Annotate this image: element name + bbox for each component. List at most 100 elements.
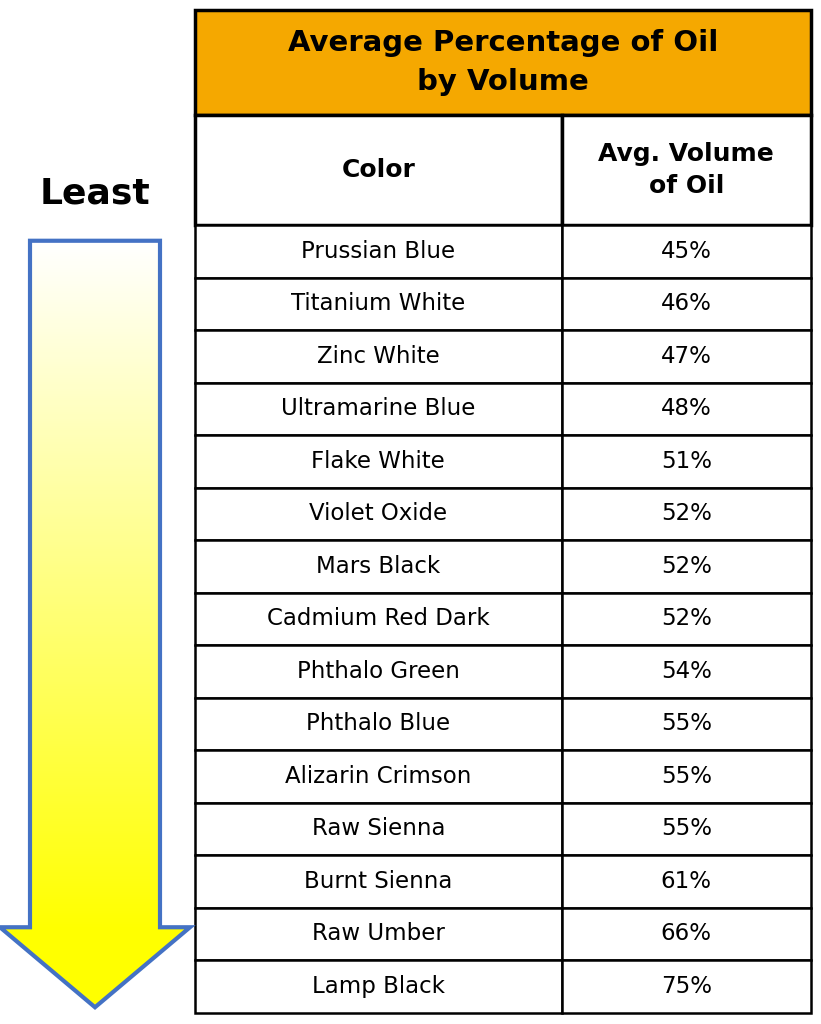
Bar (30, 437, 160, 440)
Bar (93, 1005, 98, 1006)
Text: Titanium White: Titanium White (291, 292, 466, 315)
Bar (195, 115, 562, 225)
Bar (54, 972, 136, 973)
Bar (30, 254, 160, 257)
Bar (30, 627, 160, 630)
Bar (30, 417, 160, 419)
Bar (40, 961, 150, 962)
Bar (71, 987, 118, 988)
Bar (195, 330, 562, 383)
Bar (30, 528, 160, 531)
Bar (62, 979, 128, 980)
Bar (91, 1004, 99, 1005)
Bar (30, 332, 160, 335)
Bar (30, 367, 160, 369)
Bar (30, 682, 160, 685)
Bar (70, 985, 121, 986)
Bar (80, 994, 110, 995)
Bar (30, 469, 160, 472)
Bar (60, 977, 131, 978)
Bar (30, 393, 160, 396)
Bar (60, 978, 130, 979)
Bar (30, 755, 160, 758)
Bar (30, 881, 160, 884)
Bar (30, 647, 160, 650)
Bar (17, 941, 173, 942)
Bar (46, 966, 144, 967)
Bar (30, 361, 160, 365)
Bar (30, 854, 160, 856)
Bar (30, 638, 160, 641)
Bar (30, 467, 160, 470)
Bar (35, 956, 154, 957)
Bar (30, 613, 160, 616)
Bar (11, 936, 179, 937)
Bar (55, 973, 135, 974)
Bar (30, 606, 160, 609)
Bar (3, 930, 187, 931)
Bar (30, 867, 160, 870)
Bar (16, 941, 173, 942)
Bar (30, 567, 160, 570)
Bar (30, 572, 160, 574)
Bar (49, 969, 140, 970)
Bar (30, 654, 160, 657)
Bar (18, 942, 172, 943)
Text: 54%: 54% (661, 659, 712, 683)
Bar (30, 478, 160, 481)
Bar (30, 510, 160, 513)
Text: Color: Color (342, 158, 415, 182)
Bar (64, 981, 126, 982)
Bar (30, 599, 160, 602)
Bar (62, 979, 129, 980)
Bar (30, 865, 160, 867)
Bar (30, 369, 160, 371)
Bar (562, 487, 811, 540)
Text: 66%: 66% (661, 923, 712, 945)
Bar (30, 538, 160, 541)
Bar (30, 357, 160, 359)
Bar (30, 343, 160, 346)
Bar (30, 666, 160, 669)
Bar (39, 959, 151, 961)
Bar (30, 293, 160, 296)
Text: Least: Least (39, 177, 150, 211)
Bar (30, 530, 160, 534)
Bar (30, 908, 160, 911)
Bar (19, 943, 171, 944)
Bar (24, 946, 167, 947)
Bar (30, 474, 160, 476)
Bar (30, 716, 160, 719)
Bar (51, 970, 139, 971)
Bar (30, 421, 160, 424)
Bar (30, 300, 160, 302)
Bar (30, 767, 160, 769)
Bar (30, 792, 160, 795)
Bar (7, 933, 182, 934)
Bar (61, 978, 129, 979)
Bar (89, 1001, 101, 1002)
Bar (30, 764, 160, 767)
Bar (30, 634, 160, 637)
Bar (30, 364, 160, 367)
Bar (43, 963, 148, 964)
Bar (54, 973, 135, 974)
Bar (30, 952, 159, 953)
Bar (30, 352, 160, 355)
Bar (30, 623, 160, 626)
Bar (34, 955, 156, 956)
Bar (30, 595, 160, 598)
Bar (30, 615, 160, 618)
Bar (76, 991, 113, 992)
Bar (562, 750, 811, 803)
Bar (195, 697, 562, 750)
Bar (57, 974, 134, 975)
Bar (30, 695, 160, 698)
Bar (30, 460, 160, 463)
Bar (30, 515, 160, 518)
Bar (30, 923, 160, 925)
Bar (76, 991, 114, 992)
Bar (30, 306, 160, 309)
Text: Mars Black: Mars Black (316, 555, 440, 578)
Bar (30, 737, 160, 739)
